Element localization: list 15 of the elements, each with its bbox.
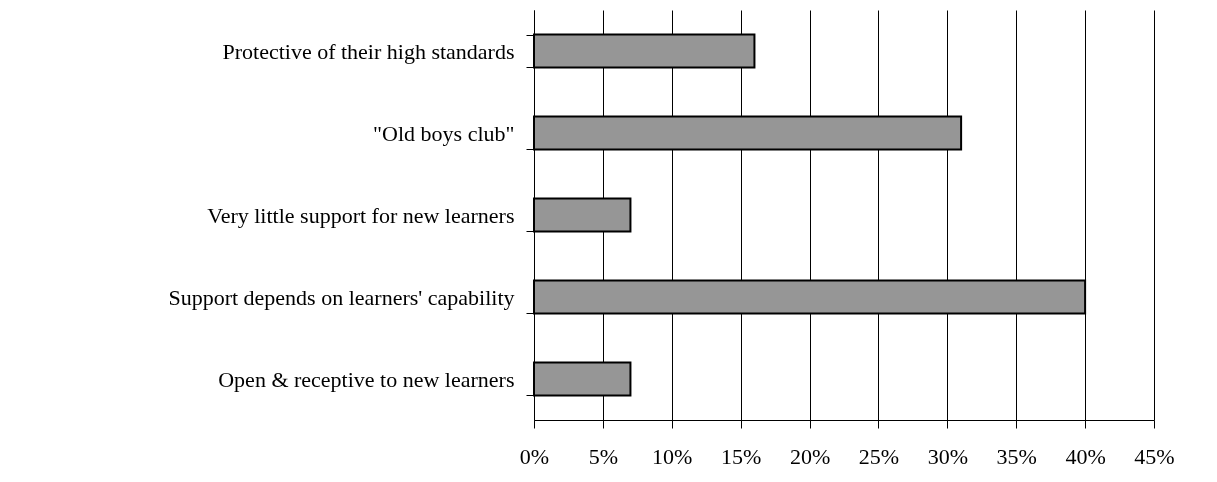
y-tick-label: Very little support for new learners	[207, 202, 515, 228]
y-tick-label: Support depends on learners' capability	[168, 284, 515, 310]
x-tick-label: 45%	[1134, 443, 1175, 469]
x-tick-label: 10%	[652, 443, 693, 469]
x-tick-label: 15%	[721, 443, 762, 469]
y-tick-label: Open & receptive to new learners	[218, 366, 515, 392]
x-tick-label: 5%	[588, 443, 619, 469]
y-tick-label: Protective of their high standards	[222, 38, 515, 64]
x-tick-label: 40%	[1065, 443, 1106, 469]
x-tick-label: 0%	[519, 443, 550, 469]
x-tick-label: 20%	[789, 443, 831, 469]
x-tick-label: 35%	[996, 443, 1037, 469]
x-tick-label: 25%	[858, 443, 900, 469]
x-tick-label: 30%	[927, 443, 968, 469]
y-tick-label: "Old boys club"	[373, 120, 515, 146]
